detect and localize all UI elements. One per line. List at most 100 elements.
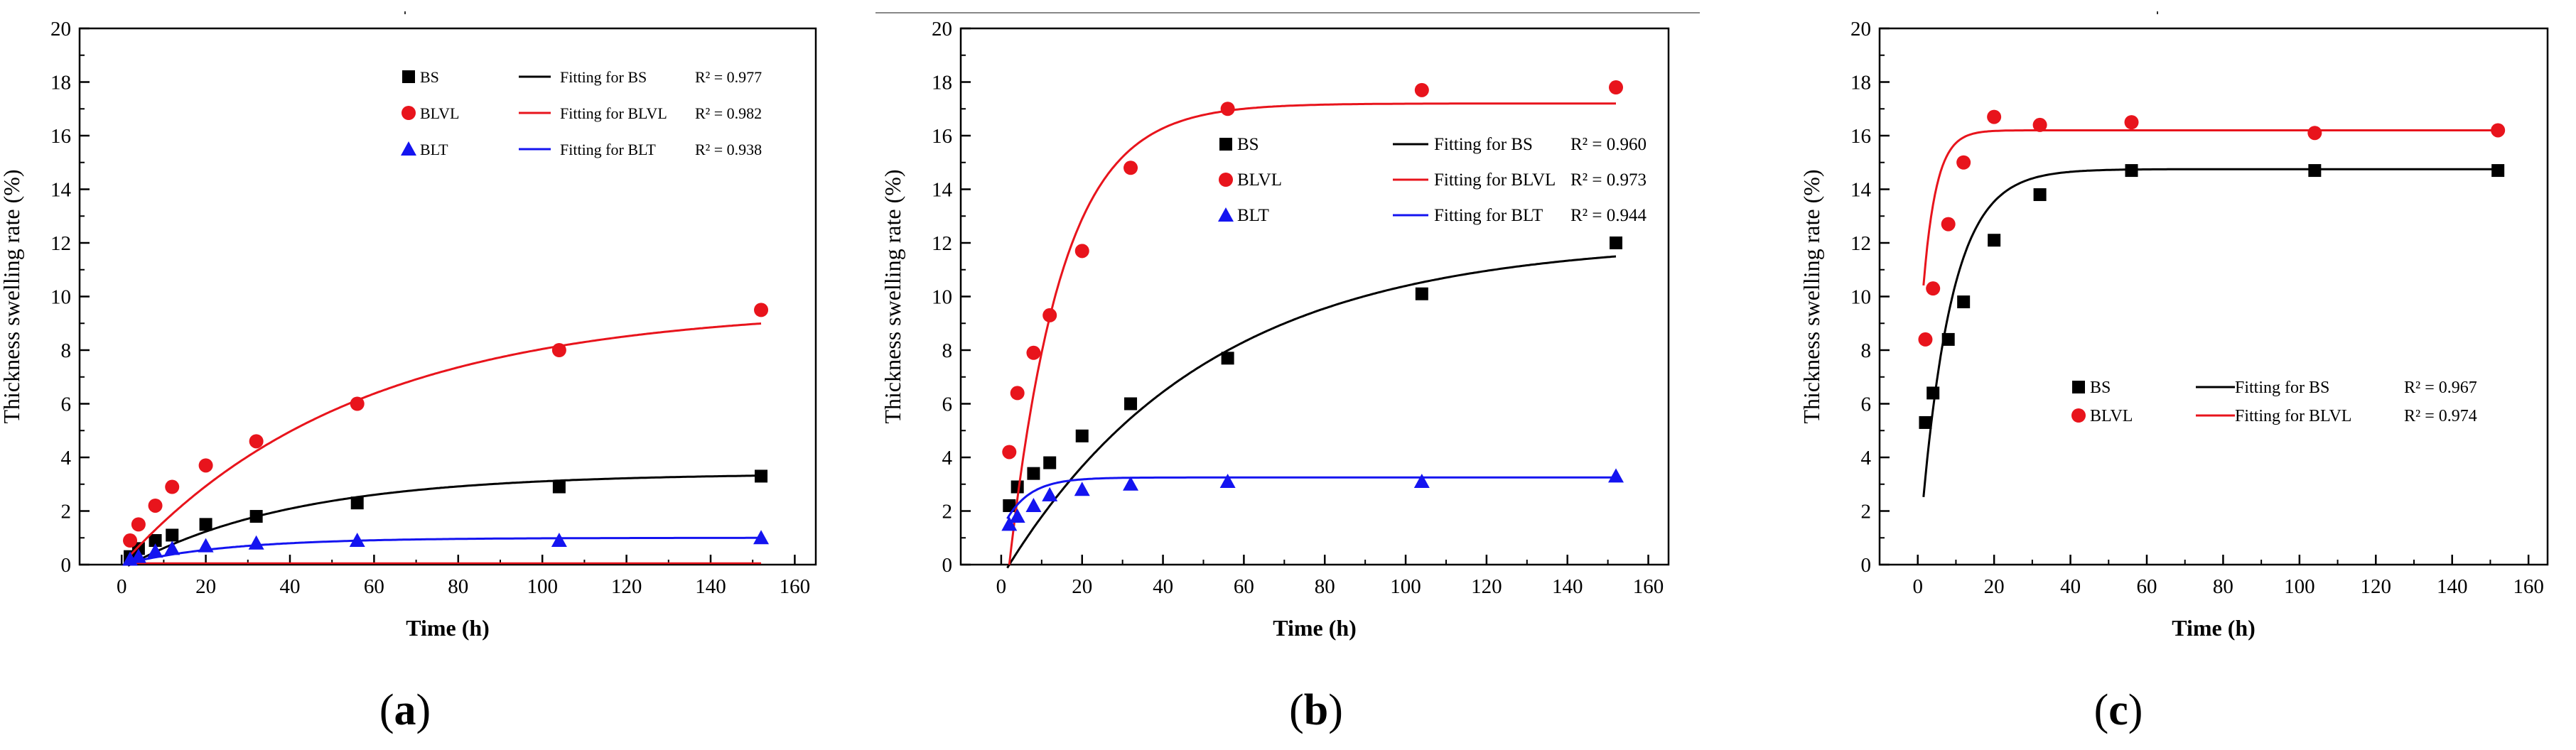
legend-label-bs: BS [1237, 135, 1259, 154]
chart-panel-0: 0 2 4 6 8 10 12 14 16 18 20 0 20 40 60 80 100 120 140 160 Ti… [0, 18, 817, 734]
data-point-blvl [2491, 123, 2506, 138]
x-tick-label: 120 [611, 575, 642, 598]
y-tick-label: 0 [61, 554, 72, 577]
legend-fit-label: Fitting for BLVL [2235, 407, 2351, 425]
data-point-bs [1988, 234, 2001, 247]
legend-marker-blt [1218, 207, 1234, 222]
data-point-bs [1610, 237, 1623, 249]
data-point-blvl [350, 396, 365, 411]
y-tick-label: 0 [942, 554, 953, 577]
y-tick-label: 4 [942, 447, 953, 469]
data-point-bs [166, 528, 179, 542]
data-point-blt [130, 548, 146, 563]
legend-marker-blvl [1219, 173, 1233, 187]
fit-curve-blvl [1922, 129, 2499, 286]
legend-marker-blt [401, 141, 416, 156]
y-tick-label: 4 [1861, 447, 1872, 469]
data-point-blvl [1926, 281, 1941, 296]
chart-panel-2: 0 2 4 6 8 10 12 14 16 18 20 0 20 40 60 80 100 120 140 160 Ti… [1799, 18, 2549, 734]
data-point-bs [131, 542, 145, 555]
y-tick-label: 6 [942, 393, 953, 416]
data-point-bs [2033, 188, 2047, 202]
data-point-bs [1124, 397, 1138, 411]
x-tick-label: 140 [2437, 575, 2468, 598]
legend-fit-label: Fitting for BLVL [1434, 170, 1556, 190]
data-point-bs [1011, 480, 1024, 494]
fit-curve-bs [127, 474, 761, 567]
data-point-bs [149, 534, 162, 548]
x-tick-label: 60 [2137, 575, 2157, 598]
y-tick-label: 10 [1850, 286, 1871, 309]
data-point-bs [1003, 499, 1016, 512]
y-tick-label: 18 [932, 72, 952, 94]
legend-fit-label: Fitting for BLT [1434, 206, 1543, 225]
legend-label-blt: BLT [1237, 206, 1269, 225]
data-point-bs [1027, 467, 1040, 480]
data-point-bs [350, 496, 364, 510]
y-tick-label: 6 [1861, 393, 1872, 416]
y-tick-label: 18 [50, 72, 71, 94]
y-tick-label: 16 [50, 125, 71, 148]
x-axis-label: Time (h) [406, 615, 490, 641]
y-axis-label: Thickness swelling rate (%) [0, 169, 24, 423]
fit-curve-blt [1006, 476, 1616, 520]
x-tick-label: 40 [1153, 575, 1173, 598]
data-point-blt [1001, 516, 1018, 531]
data-point-blt [1042, 487, 1058, 501]
data-point-blt [349, 533, 365, 548]
x-axis-label: Time (h) [1273, 615, 1357, 641]
data-point-blt [1025, 497, 1042, 512]
chart-panel-1: 0 2 4 6 8 10 12 14 16 18 20 0 20 40 60 80 100 120 140 160 Ti… [880, 18, 1670, 734]
legend-label-bs: BS [420, 68, 439, 86]
data-point-blt [753, 530, 770, 545]
data-point-bs [755, 469, 768, 483]
y-tick-label: 4 [61, 447, 72, 469]
x-tick-label: 20 [195, 575, 216, 598]
legend-marker-bs [1219, 138, 1232, 151]
y-tick-label: 10 [50, 286, 71, 309]
legend-r2-label: R² = 0.960 [1570, 135, 1647, 154]
data-point-bs [1941, 332, 1955, 346]
legend-fit-label: Fitting for BLT [560, 141, 656, 158]
fit-curve-bs [1922, 168, 2499, 497]
data-point-bs [249, 510, 263, 523]
x-tick-label: 20 [1984, 575, 2005, 598]
x-tick-label: 40 [2060, 575, 2081, 598]
x-tick-label: 100 [527, 575, 558, 598]
data-point-blt [1074, 482, 1090, 496]
legend-r2-label: R² = 0.974 [2404, 407, 2477, 425]
data-point-blvl [1987, 109, 2002, 124]
legend-r2-label: R² = 0.977 [695, 68, 762, 86]
y-tick-label: 8 [61, 339, 72, 362]
legend-marker-bs [2072, 381, 2085, 393]
y-tick-label: 20 [1850, 18, 1871, 40]
data-point-blt [147, 543, 163, 558]
x-tick-label: 140 [1552, 575, 1583, 598]
data-point-bs [2125, 164, 2138, 178]
x-axis-label: Time (h) [2172, 615, 2256, 641]
y-tick-label: 6 [61, 393, 72, 416]
x-tick-label: 100 [2284, 575, 2315, 598]
x-tick-label: 60 [1234, 575, 1254, 598]
data-point-bs [2491, 164, 2505, 178]
data-point-blt [1608, 468, 1624, 483]
legend-label-bs: BS [2090, 379, 2111, 397]
legend-r2-label: R² = 0.982 [695, 104, 762, 122]
x-tick-label: 20 [1072, 575, 1092, 598]
y-tick-label: 14 [50, 179, 72, 202]
legend-label-blvl: BLVL [2090, 407, 2133, 425]
data-point-blt [1123, 476, 1139, 491]
data-point-bs [1957, 295, 1971, 309]
y-axis-label: Thickness swelling rate (%) [880, 169, 905, 423]
data-point-blvl [1956, 155, 1971, 170]
data-point-bs [1043, 456, 1057, 469]
legend-fit-label: Fitting for BS [560, 68, 647, 86]
data-point-blvl [1941, 217, 1956, 232]
fit-curve-blt [127, 536, 761, 565]
legend-label-blvl: BLVL [1237, 170, 1282, 190]
data-point-bs [552, 480, 566, 494]
data-point-blvl [198, 458, 213, 473]
fit-curve-bs [1006, 255, 1617, 569]
data-point-bs [1415, 287, 1428, 300]
